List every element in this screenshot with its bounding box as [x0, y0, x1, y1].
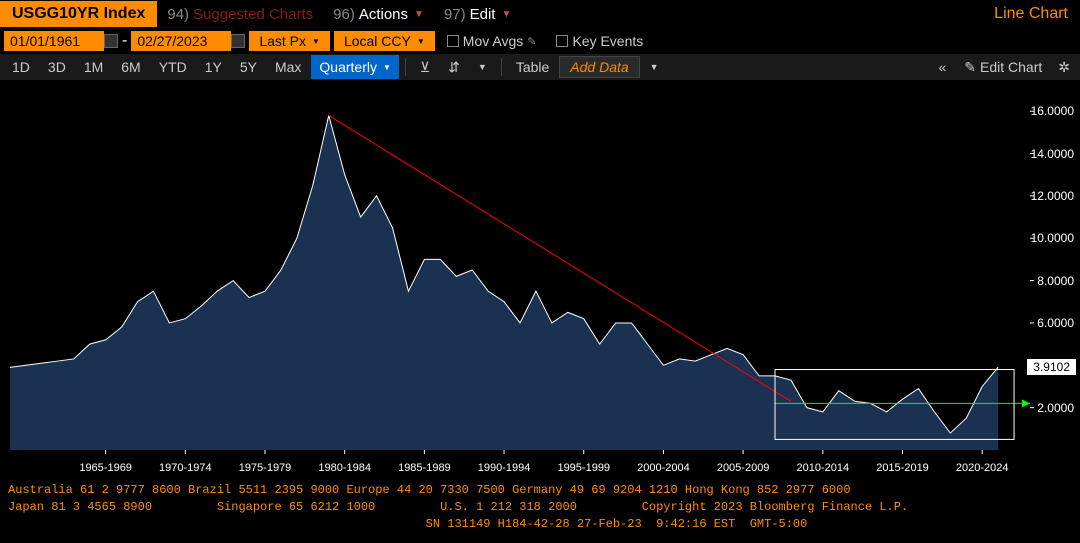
period-dropdown[interactable]: Quarterly ▼ — [311, 55, 399, 79]
edit-chart-label: Edit Chart — [980, 59, 1042, 75]
add-data-input[interactable]: Add Data — [559, 56, 639, 78]
calendar-icon[interactable] — [231, 34, 245, 48]
collapse-icon[interactable]: « — [930, 55, 954, 79]
chart-type-label: Line Chart — [994, 5, 1080, 23]
range-max[interactable]: Max — [267, 55, 309, 79]
menu-num: 94) — [167, 6, 189, 23]
y-axis-tick: 6.0000 — [1037, 316, 1074, 330]
menu-edit[interactable]: 97) Edit ▼ — [434, 2, 521, 27]
date-controls-bar: - Last Px ▼ Local CCY ▼ Mov Avgs ✎ Key E… — [0, 28, 1080, 54]
checkbox-icon — [447, 35, 459, 47]
currency-label: Local CCY — [344, 33, 411, 49]
x-axis-tick: 2010-2014 — [797, 462, 850, 474]
y-axis-tick: 8.0000 — [1037, 274, 1074, 288]
x-axis-tick: 2000-2004 — [637, 462, 690, 474]
y-axis-tick: 14.0000 — [1031, 147, 1074, 161]
y-axis-tick: 10.0000 — [1031, 231, 1074, 245]
x-axis-tick: 1975-1979 — [239, 462, 292, 474]
calendar-icon[interactable] — [104, 34, 118, 48]
menu-label: Edit — [470, 6, 496, 23]
footer-line-3: SN 131149 H184-42-28 27-Feb-23 9:42:16 E… — [8, 516, 1072, 533]
y-axis-tick: 2.0000 — [1037, 401, 1074, 415]
chevron-down-icon[interactable]: ▼ — [470, 58, 495, 76]
menu-label: Suggested Charts — [193, 6, 313, 23]
price-type-dropdown[interactable]: Last Px ▼ — [249, 31, 330, 51]
range-6m[interactable]: 6M — [113, 55, 148, 79]
currency-dropdown[interactable]: Local CCY ▼ — [334, 31, 435, 51]
range-1d[interactable]: 1D — [4, 55, 38, 79]
range-5y[interactable]: 5Y — [232, 55, 265, 79]
x-axis-tick: 1990-1994 — [478, 462, 531, 474]
mov-avgs-toggle[interactable]: Mov Avgs ✎ — [439, 33, 545, 49]
range-1m[interactable]: 1M — [76, 55, 111, 79]
last-price-badge: 3.9102 — [1027, 359, 1076, 375]
chevron-down-icon: ▼ — [417, 37, 425, 46]
x-axis-tick: 1970-1974 — [159, 462, 212, 474]
chevron-down-icon: ▼ — [312, 37, 320, 46]
gear-icon[interactable]: ✲ — [1052, 59, 1076, 76]
key-events-toggle[interactable]: Key Events — [548, 33, 651, 49]
x-axis-tick: 2020-2024 — [956, 462, 1009, 474]
menu-actions[interactable]: 96) Actions ▼ — [323, 2, 434, 27]
menu-num: 97) — [444, 6, 466, 23]
y-axis-tick: 12.0000 — [1031, 189, 1074, 203]
x-axis-tick: 1985-1989 — [398, 462, 451, 474]
chart-style-icon[interactable]: ⊻ — [412, 55, 438, 80]
footer-line-2: Japan 81 3 4565 8900 Singapore 65 6212 1… — [8, 499, 1072, 516]
chevron-down-icon: ▼ — [414, 9, 424, 20]
price-type-label: Last Px — [259, 33, 306, 49]
top-menu-bar: USGG10YR Index 94) Suggested Charts 96) … — [0, 0, 1080, 28]
date-separator: - — [122, 32, 127, 50]
date-to-input[interactable] — [131, 31, 231, 51]
x-axis-tick: 1995-1999 — [557, 462, 610, 474]
date-from-input[interactable] — [4, 31, 104, 51]
range-1y[interactable]: 1Y — [197, 55, 230, 79]
menu-num: 96) — [333, 6, 355, 23]
divider — [405, 58, 406, 76]
compare-icon[interactable]: ⇵ — [440, 55, 468, 80]
chart-area[interactable]: 2.00004.00006.00008.000010.000012.000014… — [0, 80, 1080, 480]
key-events-label: Key Events — [572, 33, 643, 49]
divider — [501, 58, 502, 76]
y-axis-tick: 16.0000 — [1031, 104, 1074, 118]
menu-label: Actions — [359, 6, 408, 23]
table-button[interactable]: Table — [508, 55, 557, 79]
chevron-down-icon: ▼ — [501, 9, 511, 20]
mov-avgs-label: Mov Avgs — [463, 33, 523, 49]
edit-chart-button[interactable]: ✎ Edit Chart — [956, 59, 1050, 76]
pencil-icon[interactable]: ✎ — [527, 35, 536, 48]
pencil-icon: ✎ — [964, 59, 976, 76]
ticker-label: USGG10YR Index — [0, 1, 157, 27]
chevron-down-icon: ▼ — [383, 63, 391, 72]
period-label: Quarterly — [319, 59, 377, 75]
checkbox-icon — [556, 35, 568, 47]
chevron-down-icon[interactable]: ▼ — [642, 58, 667, 76]
chart-svg — [0, 80, 1080, 480]
footer-line-1: Australia 61 2 9777 8600 Brazil 5511 239… — [8, 482, 1072, 499]
menu-suggested-charts[interactable]: 94) Suggested Charts — [157, 2, 323, 27]
x-axis-tick: 1965-1969 — [79, 462, 132, 474]
footer: Australia 61 2 9777 8600 Brazil 5511 239… — [0, 480, 1080, 534]
range-3d[interactable]: 3D — [40, 55, 74, 79]
x-axis-tick: 2005-2009 — [717, 462, 770, 474]
range-toolbar: 1D 3D 1M 6M YTD 1Y 5Y Max Quarterly ▼ ⊻ … — [0, 54, 1080, 80]
range-ytd[interactable]: YTD — [151, 55, 195, 79]
x-axis-tick: 2015-2019 — [876, 462, 929, 474]
x-axis-tick: 1980-1984 — [318, 462, 371, 474]
